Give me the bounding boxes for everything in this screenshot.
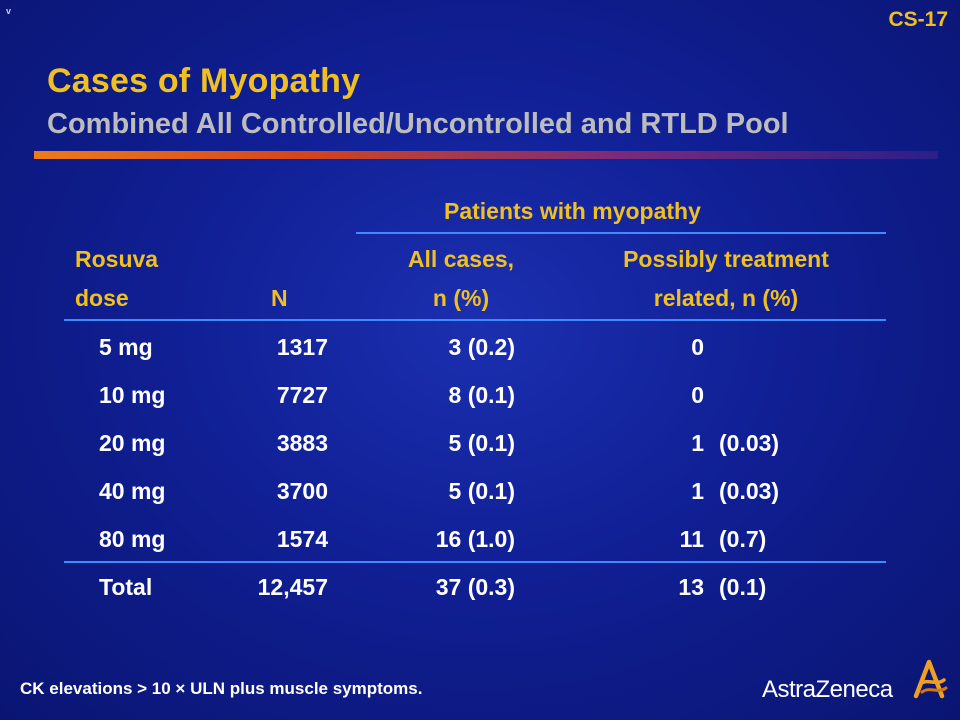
- dose-cell: 40 mg: [99, 478, 166, 504]
- dose-cell: 20 mg: [99, 430, 166, 456]
- total-rule: [64, 561, 886, 563]
- all-cases-cell: 8 (0.1): [448, 382, 515, 408]
- header-possible-line2: related, n (%): [653, 285, 799, 311]
- total-possible-pct-cell: (0.1): [719, 574, 767, 600]
- header-possible-line1: Possibly treatment: [623, 246, 829, 272]
- total-possible-count-cell: 13: [678, 574, 704, 600]
- header-dose-line2: dose: [75, 285, 129, 311]
- total-all-cases-cell: 37 (0.3): [435, 574, 515, 600]
- n-cell: 1317: [276, 334, 328, 360]
- astrazeneca-symbol-icon: [913, 659, 948, 699]
- total-label: Total: [99, 574, 153, 600]
- header-all-line1: All cases,: [407, 246, 515, 272]
- footnote: CK elevations > 10 × ULN plus muscle sym…: [20, 679, 423, 698]
- header-dose-line1: Rosuva: [75, 246, 159, 272]
- slide-title: Cases of Myopathy: [47, 62, 361, 100]
- header-rule: [64, 319, 886, 321]
- possible-count-cell: 1: [691, 478, 704, 504]
- all-cases-cell: 5 (0.1): [448, 430, 515, 456]
- n-cell: 7727: [276, 382, 328, 408]
- total-n-cell: 12,457: [257, 574, 328, 600]
- title-underline: [34, 151, 938, 159]
- n-cell: 1574: [276, 526, 328, 552]
- header-all-line2: n (%): [432, 285, 490, 311]
- dose-cell: 80 mg: [99, 526, 166, 552]
- all-cases-cell: 16 (1.0): [435, 526, 515, 552]
- dose-cell: 10 mg: [99, 382, 166, 408]
- header-n: N: [271, 285, 288, 311]
- possible-count-cell: 11: [679, 526, 704, 552]
- all-cases-cell: 5 (0.1): [448, 478, 515, 504]
- corner-mark: v: [6, 6, 12, 16]
- group-header: Patients with myopathy: [444, 198, 701, 224]
- n-cell: 3883: [276, 430, 328, 456]
- n-cell: 3700: [276, 478, 328, 504]
- possible-pct-cell: (0.03): [719, 478, 780, 504]
- possible-count-cell: 1: [691, 430, 704, 456]
- possible-count-cell: 0: [691, 334, 704, 360]
- slide-number: CS-17: [888, 8, 948, 31]
- possible-count-cell: 0: [691, 382, 704, 408]
- all-cases-cell: 3 (0.2): [448, 334, 515, 360]
- astrazeneca-logo-text: AstraZeneca: [762, 676, 893, 703]
- possible-pct-cell: (0.03): [719, 430, 780, 456]
- possible-pct-cell: (0.7): [719, 526, 767, 552]
- group-header-rule: [356, 232, 886, 234]
- dose-cell: 5 mg: [99, 334, 153, 360]
- slide-subtitle: Combined All Controlled/Uncontrolled and…: [47, 108, 789, 140]
